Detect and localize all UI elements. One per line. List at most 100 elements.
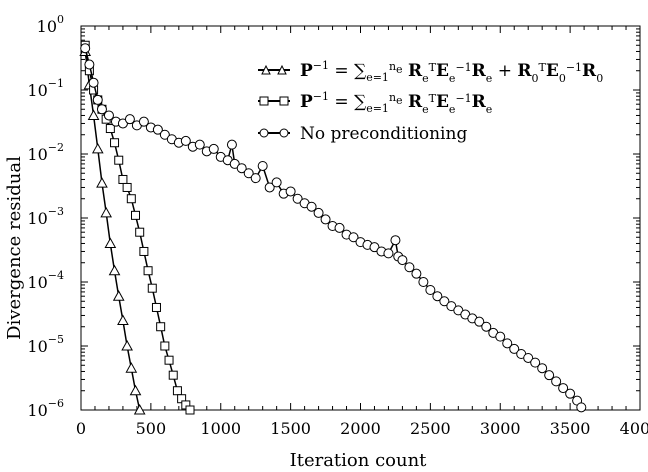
data-point-square (164, 355, 174, 365)
y-tick-label: 100 (37, 13, 64, 36)
data-point-circle (576, 402, 587, 413)
data-point-circle (285, 186, 296, 197)
legend-square-marker (259, 96, 269, 106)
data-point-circle (348, 232, 359, 243)
data-point-circle (544, 370, 555, 381)
data-point-circle (397, 255, 408, 266)
series-circle (80, 43, 587, 413)
data-point-triangle (108, 264, 121, 276)
data-point-triangle (112, 290, 125, 301)
data-point-triangle (133, 403, 146, 415)
data-point-triangle (96, 177, 108, 188)
data-point-circle (404, 262, 415, 273)
data-point-square (151, 302, 161, 312)
data-point-square (168, 370, 178, 380)
legend-item-square: P−1 = ∑e=1ne ReTEe−1Re (258, 90, 492, 116)
plot-area-border (80, 25, 641, 411)
data-point-circle (383, 248, 394, 259)
data-point-circle (92, 94, 103, 105)
data-point-circle (425, 284, 436, 295)
x-tick-label: 1000 (200, 419, 241, 438)
data-point-triangle (91, 142, 104, 154)
data-point-square (131, 210, 141, 220)
series-triangle (79, 45, 146, 415)
data-point-circle (502, 338, 513, 349)
data-point-circle (208, 143, 219, 154)
data-point-circle (152, 124, 163, 135)
tick-labels: 0 500 1000 1500 2000 2500 3000 3500 4000 100 10−1 1… (27, 13, 648, 438)
data-point-circle (481, 321, 492, 332)
data-point-circle (509, 343, 520, 354)
data-point-square (105, 124, 115, 134)
data-point-square (139, 246, 149, 256)
data-point-circle (236, 163, 247, 174)
x-tick-label: 4000 (620, 419, 648, 438)
legend-circle-marker (279, 128, 289, 138)
data-point-square (110, 138, 120, 148)
tick-marks (80, 25, 641, 411)
y-tick-label: 10−1 (27, 77, 64, 100)
x-axis-label: Iteration count (290, 450, 428, 471)
x-tick-label: 2500 (410, 419, 451, 438)
legend-circle-marker (259, 128, 269, 138)
data-point-circle (306, 201, 317, 212)
legend-triangle-marker (261, 64, 271, 75)
data-point-square (118, 174, 128, 184)
data-point-triangle (121, 339, 133, 351)
legend-square-marker (279, 96, 289, 106)
series-line-triangle (84, 51, 141, 411)
data-point-circle (432, 291, 443, 302)
legend-item-circle: No preconditioning (258, 124, 467, 144)
data-point-circle (292, 193, 303, 204)
data-point-square (147, 283, 157, 293)
x-tick-label: 0 (76, 419, 86, 438)
data-point-circle (264, 182, 275, 193)
data-point-circle (180, 135, 191, 146)
x-tick-label: 500 (136, 419, 167, 438)
y-tick-label: 10−6 (27, 397, 64, 420)
data-point-triangle (87, 109, 100, 120)
data-point-triangle (100, 206, 113, 218)
data-point-circle (313, 207, 324, 218)
data-point-circle (320, 214, 331, 225)
data-point-circle (103, 110, 114, 121)
data-point-circle (243, 168, 254, 179)
data-point-circle (558, 383, 569, 394)
y-tick-label: 10−5 (27, 333, 64, 356)
x-tick-label: 2000 (340, 419, 381, 438)
data-point-square (185, 405, 195, 415)
data-point-square (126, 194, 136, 204)
data-point-circle (271, 177, 282, 188)
legend-label-no-preconditioning: No preconditioning (300, 124, 467, 144)
data-point-square (156, 322, 166, 332)
data-point-circle (257, 160, 268, 171)
data-point-circle (226, 139, 237, 150)
data-point-circle (84, 59, 95, 70)
legend: P−1 = ∑e=1ne ReTEe−1Re + R0TE0−1R0 P−1 =… (258, 59, 603, 144)
data-point-circle (523, 352, 534, 363)
data-point-triangle (104, 237, 117, 248)
data-point-circle (138, 116, 149, 127)
data-point-circle (551, 376, 562, 387)
x-tick-label: 1500 (270, 419, 311, 438)
data-point-square (160, 341, 170, 351)
data-point-circle (390, 235, 401, 246)
plot-frame (80, 25, 641, 411)
legend-item-triangle: P−1 = ∑e=1ne ReTEe−1Re + R0TE0−1R0 (258, 59, 603, 85)
data-point-circle (334, 222, 345, 233)
y-tick-label: 10−2 (27, 141, 64, 164)
x-tick-label: 3000 (480, 419, 521, 438)
data-point-circle (80, 43, 91, 54)
legend-triangle-marker (277, 64, 287, 75)
data-point-circle (159, 129, 170, 140)
y-tick-label: 10−4 (27, 269, 64, 292)
data-point-circle (537, 363, 548, 374)
data-point-circle (495, 331, 506, 342)
y-axis-label: Divergence residual (4, 156, 25, 340)
y-tick-label: 10−3 (27, 205, 64, 228)
series (79, 40, 587, 415)
legend-label-full-preconditioner: P−1 = ∑e=1ne ReTEe−1Re + R0TE0−1R0 (300, 59, 603, 85)
data-point-circle (565, 388, 576, 399)
data-point-square (122, 182, 132, 192)
